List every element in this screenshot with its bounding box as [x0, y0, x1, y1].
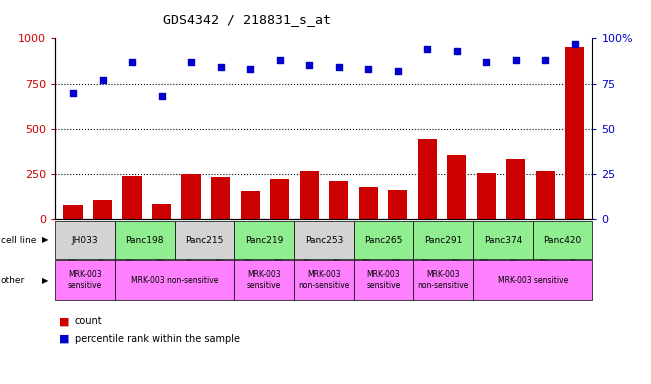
Point	[304, 62, 314, 68]
Bar	[270, 179, 289, 219]
Text: MRK-003
non-sensitive: MRK-003 non-sensitive	[298, 270, 350, 290]
Text: MRK-003
sensitive: MRK-003 sensitive	[68, 270, 102, 290]
Point	[422, 46, 432, 52]
Point	[363, 66, 373, 72]
Bar	[388, 190, 408, 219]
Point	[451, 48, 462, 54]
Text: Panc253: Panc253	[305, 235, 343, 245]
Bar	[565, 47, 585, 219]
Text: Panc374: Panc374	[484, 235, 522, 245]
Text: GDS4342 / 218831_s_at: GDS4342 / 218831_s_at	[163, 13, 331, 26]
Point	[570, 41, 580, 47]
Text: cell line: cell line	[1, 235, 36, 245]
Text: Panc420: Panc420	[544, 235, 582, 245]
Bar	[417, 139, 437, 219]
Text: MRK-003 sensitive: MRK-003 sensitive	[497, 276, 568, 285]
Point	[245, 66, 255, 72]
Bar	[299, 171, 319, 219]
Bar	[506, 159, 525, 219]
Text: Panc265: Panc265	[365, 235, 403, 245]
Bar	[536, 171, 555, 219]
Text: MRK-003 non-sensitive: MRK-003 non-sensitive	[131, 276, 218, 285]
Bar	[122, 175, 142, 219]
Text: Panc219: Panc219	[245, 235, 283, 245]
Point	[156, 93, 167, 99]
Text: Panc215: Panc215	[186, 235, 224, 245]
Point	[333, 64, 344, 70]
Point	[98, 77, 108, 83]
Bar	[182, 174, 201, 219]
Bar	[447, 155, 466, 219]
Point	[127, 59, 137, 65]
Text: count: count	[75, 316, 102, 326]
Text: ▶: ▶	[42, 276, 49, 285]
Text: MRK-003
non-sensitive: MRK-003 non-sensitive	[417, 270, 469, 290]
Point	[540, 57, 550, 63]
Bar	[63, 205, 83, 219]
Bar	[359, 187, 378, 219]
Point	[393, 68, 403, 74]
Point	[68, 89, 78, 96]
Bar	[240, 191, 260, 219]
Text: percentile rank within the sample: percentile rank within the sample	[75, 334, 240, 344]
Point	[215, 64, 226, 70]
Text: other: other	[1, 276, 25, 285]
Text: Panc198: Panc198	[126, 235, 164, 245]
Bar	[477, 173, 496, 219]
Text: MRK-003
sensitive: MRK-003 sensitive	[367, 270, 400, 290]
Point	[186, 59, 197, 65]
Text: ■: ■	[59, 334, 69, 344]
Text: Panc291: Panc291	[424, 235, 462, 245]
Point	[275, 57, 285, 63]
Bar	[211, 177, 230, 219]
Bar	[152, 204, 171, 219]
Text: MRK-003
sensitive: MRK-003 sensitive	[247, 270, 281, 290]
Point	[510, 57, 521, 63]
Text: ▶: ▶	[42, 235, 49, 245]
Text: ■: ■	[59, 316, 69, 326]
Bar	[329, 181, 348, 219]
Point	[481, 59, 492, 65]
Text: JH033: JH033	[72, 235, 98, 245]
Bar	[93, 200, 112, 219]
